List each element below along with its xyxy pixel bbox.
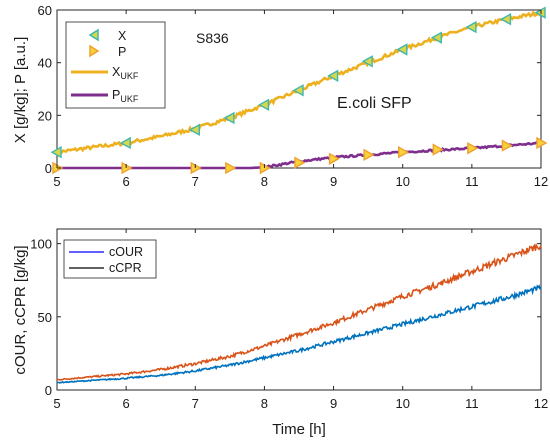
y-tick-label: 60 xyxy=(38,3,52,18)
marker-x xyxy=(292,84,304,97)
top-series-layer xyxy=(50,6,548,175)
marker-x xyxy=(50,146,62,159)
x-tick-label: 10 xyxy=(395,396,409,411)
marker-x xyxy=(499,13,512,26)
marker-p xyxy=(536,136,548,150)
marker-p xyxy=(398,146,410,159)
legend-label-x-ukf-main: X xyxy=(112,65,121,79)
x-tick-label: 5 xyxy=(53,396,60,411)
marker-x xyxy=(223,111,235,125)
bottom-legend: cOUR cCPR xyxy=(63,239,157,279)
top-plot: 5 6 7 8 9 10 11 12 0 20 40 60 X [g/kg]; P [a.u.] S8… xyxy=(12,3,548,189)
marker-x xyxy=(465,20,477,34)
marker-x xyxy=(361,55,373,68)
annotation-organism: E.coli SFP xyxy=(337,95,412,112)
x-tick-label: 5 xyxy=(53,174,60,189)
legend-marker-x xyxy=(88,28,99,42)
bottom-x-axis-label: Time [h] xyxy=(272,421,326,438)
legend-label-x-ukf-sub: UKF xyxy=(120,71,139,81)
y-tick-label: 0 xyxy=(45,161,52,176)
annotation-sample-id: S836 xyxy=(196,30,229,46)
top-legend: X P XUKF PUKF xyxy=(65,21,166,109)
x-tick-label: 7 xyxy=(192,174,199,189)
legend-label-ccpr: cCPR xyxy=(109,261,142,275)
top-ticks-layer: 5 6 7 8 9 10 11 12 0 20 40 60 xyxy=(38,3,549,189)
x-tick-label: 9 xyxy=(330,396,337,411)
legend-item-p-ukf: PUKF xyxy=(71,88,139,104)
x-tick-label: 12 xyxy=(534,396,548,411)
marker-x xyxy=(119,136,131,150)
top-y-axis-label: X [g/kg]; P [a.u.] xyxy=(12,37,29,143)
marker-p xyxy=(225,161,237,175)
x-tick-label: 8 xyxy=(261,396,268,411)
legend-label-p-ukf: PUKF xyxy=(112,88,139,104)
marker-p xyxy=(328,152,341,165)
legend-label-x: X xyxy=(118,29,127,43)
x-tick-label: 9 xyxy=(330,174,337,189)
marker-x xyxy=(396,43,408,56)
marker-x xyxy=(188,123,200,137)
legend-label-p-ukf-main: P xyxy=(112,88,120,102)
x-tick-label: 11 xyxy=(465,396,479,411)
bottom-plot: 5 6 7 8 9 10 11 12 0 50 100 cOUR, cCPR [g/kg] Time… xyxy=(12,228,548,438)
y-tick-label: 40 xyxy=(38,56,52,71)
x-tick-label: 12 xyxy=(534,174,548,189)
x-tick-label: 6 xyxy=(123,396,130,411)
bottom-series-layer xyxy=(56,242,542,384)
y-tick-label: 100 xyxy=(30,237,52,252)
bottom-legend-box xyxy=(63,239,157,279)
legend-label-p: P xyxy=(118,45,126,59)
bottom-ticks-layer: 5 6 7 8 9 10 11 12 0 50 100 xyxy=(30,229,548,411)
legend-item-ccpr: cCPR xyxy=(69,261,142,275)
x-tick-label: 6 xyxy=(123,174,130,189)
legend-item-cour: cOUR xyxy=(69,245,143,259)
legend-label-cour: cOUR xyxy=(109,245,143,259)
marker-p xyxy=(294,156,306,169)
marker-p xyxy=(363,148,375,162)
marker-p xyxy=(501,139,513,152)
legend-item-x: X xyxy=(88,28,127,43)
legend-label-x-ukf: XUKF xyxy=(112,65,139,81)
series-line-ccpr xyxy=(56,242,542,381)
marker-x xyxy=(327,69,339,83)
x-tick-label: 8 xyxy=(261,174,268,189)
marker-x xyxy=(257,98,270,111)
legend-item-x-ukf: XUKF xyxy=(71,65,139,81)
x-tick-label: 11 xyxy=(465,174,479,189)
legend-item-p: P xyxy=(89,44,126,59)
x-tick-label: 10 xyxy=(395,174,409,189)
marker-x xyxy=(430,31,442,44)
marker-p xyxy=(432,143,444,156)
y-tick-label: 20 xyxy=(38,108,52,123)
bottom-y-axis-label: cOUR, cCPR [g/kg] xyxy=(12,245,29,374)
y-tick-label: 50 xyxy=(38,310,52,325)
y-tick-label: 0 xyxy=(45,383,52,398)
legend-label-p-ukf-sub: UKF xyxy=(120,94,139,104)
marker-p xyxy=(467,142,479,155)
series-line-cour xyxy=(56,284,542,384)
x-tick-label: 7 xyxy=(192,396,199,411)
legend-marker-p xyxy=(89,44,100,58)
